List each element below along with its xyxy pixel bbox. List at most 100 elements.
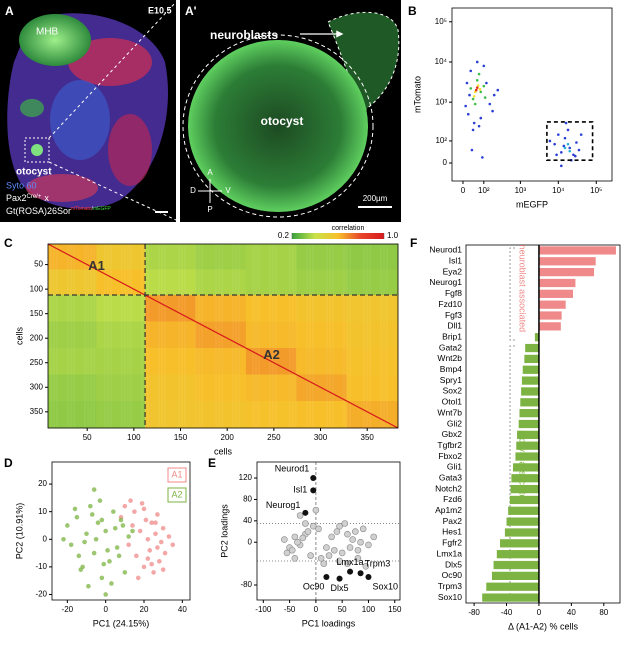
point (553, 142, 556, 146)
point (126, 534, 131, 539)
otocyst-label: otocyst (16, 167, 52, 178)
category-label: Neurog1 (429, 277, 462, 287)
point-label: Isl1 (293, 485, 307, 495)
x-tick-label: 40 (178, 605, 187, 614)
y-axis-label: PC2 loadings (219, 504, 229, 558)
point (344, 530, 351, 538)
bar (524, 354, 539, 364)
image-a: E10.5 MHB otocyst Syto 60 Pax2Cre/+ x Gt(… (0, 0, 177, 222)
point (477, 124, 481, 128)
x-tick-label: 40 (567, 608, 576, 617)
point (563, 136, 567, 140)
x-axis-label: Δ (A1-A2) % cells (508, 621, 579, 631)
bar (538, 246, 616, 255)
annotation: otocyst associated (518, 430, 528, 504)
point-label: Lmx1a (337, 557, 364, 567)
point (483, 96, 487, 99)
heatmap-cell (145, 244, 196, 270)
heatmap-cell (48, 321, 97, 349)
panel-label: D (4, 456, 13, 470)
point (338, 549, 346, 557)
point (312, 506, 320, 514)
point (103, 528, 108, 534)
point (555, 153, 558, 157)
category-label: Sox10 (438, 592, 462, 602)
point (492, 93, 496, 97)
point (153, 531, 158, 537)
category-label: Sox2 (443, 386, 463, 396)
point (475, 79, 479, 82)
point-label: Oc90 (303, 581, 325, 591)
point (315, 525, 322, 533)
point (111, 509, 116, 514)
category-label: Isl1 (449, 256, 463, 266)
category-label: Brip1 (442, 331, 462, 341)
heatmap-cell (145, 401, 196, 429)
y-tick-label: 350 (30, 407, 44, 416)
x-tick-label: 0 (314, 605, 319, 614)
heatmap-cell (346, 374, 399, 402)
bar (516, 441, 539, 450)
point (475, 60, 479, 64)
point (153, 520, 158, 526)
point (76, 553, 82, 559)
bar (522, 365, 539, 374)
y-tick-label: 300 (30, 382, 44, 391)
point (354, 546, 362, 554)
point (103, 592, 108, 597)
point (78, 567, 84, 572)
heatmap-cell (195, 269, 247, 296)
category-label: Hes1 (442, 527, 462, 537)
y-tick-label: 150 (30, 309, 44, 318)
point (470, 148, 474, 152)
category-label: Fzd10 (438, 299, 462, 309)
bar (511, 474, 539, 483)
point (160, 525, 166, 531)
point (477, 72, 481, 76)
point (573, 154, 577, 158)
point (336, 522, 343, 530)
point (91, 550, 97, 556)
point (563, 146, 567, 150)
heatmap-cell (48, 269, 97, 296)
point (479, 90, 483, 94)
point (566, 128, 570, 132)
point (158, 539, 164, 545)
point (135, 575, 141, 581)
category-label: Wnt2b (437, 353, 462, 363)
bar (510, 484, 539, 494)
bar (482, 593, 539, 602)
point (362, 563, 370, 570)
neuroblasts-label: neuroblasts (210, 28, 278, 42)
point (132, 509, 137, 514)
point (122, 570, 128, 575)
heatmap-cell (96, 401, 146, 429)
point (347, 568, 354, 575)
legend-label: A2 (171, 489, 182, 499)
point (130, 528, 135, 534)
x-tick-label: 20 (140, 605, 149, 614)
category-label: Fgfr2 (442, 538, 462, 548)
point (465, 81, 469, 85)
plot-frame (451, 7, 613, 182)
heatmap-cell (195, 374, 247, 402)
category-label: Notch2 (435, 483, 462, 493)
panel-label: A' (185, 4, 197, 18)
bar (525, 343, 539, 353)
point (344, 560, 351, 567)
point (302, 509, 309, 516)
category-label: Fzd6 (443, 494, 462, 504)
point (354, 554, 362, 562)
x-tick-label: 10⁵ (590, 186, 602, 195)
heatmap-cell (346, 269, 399, 296)
point (72, 506, 78, 512)
category-label: Eya2 (443, 266, 463, 276)
heatmap-cell (48, 295, 97, 322)
point (160, 567, 166, 572)
region-label: MHB (36, 27, 59, 38)
x-tick-label: 50 (338, 605, 347, 614)
y-tick-label: 10³ (435, 97, 447, 106)
bar (508, 506, 539, 515)
plot-frame (256, 461, 401, 601)
